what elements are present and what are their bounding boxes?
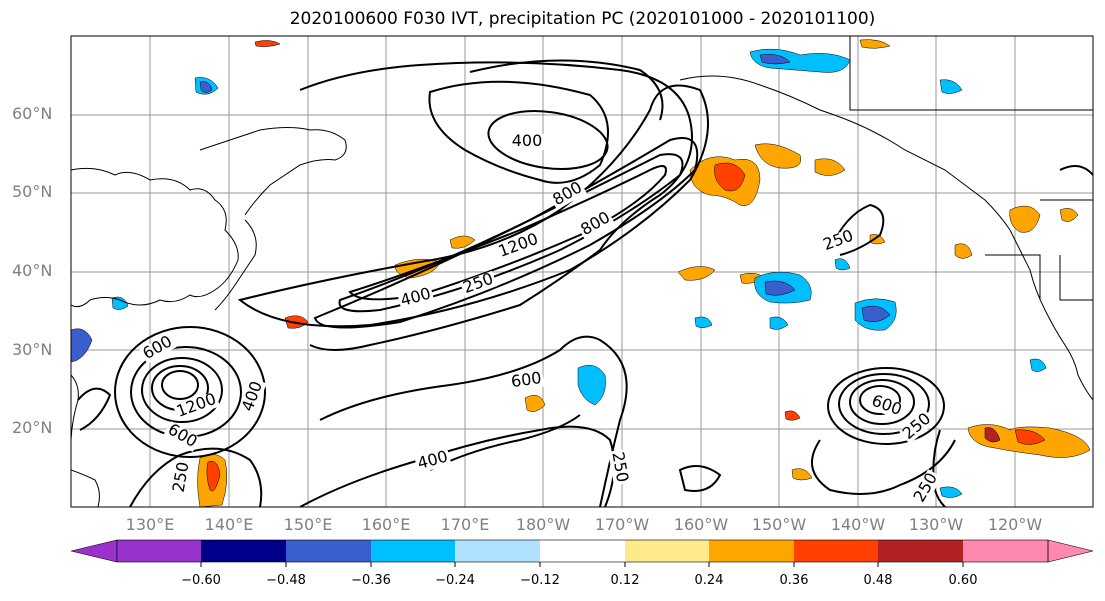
contour-label-background: [397, 286, 435, 311]
colorbar-swatch: [201, 540, 286, 562]
contour-label-background: [163, 421, 201, 452]
map-title: 2020100600 F030 IVT, precipitation PC (2…: [289, 9, 876, 29]
lon-label-180w: 180°W: [515, 515, 571, 534]
contour-label: 400: [512, 131, 543, 150]
contour-label-background: [510, 134, 544, 150]
colorbar-swatch: [709, 540, 794, 562]
colorbar-swatch: [794, 540, 878, 562]
lon-label-130e: 130°E: [125, 515, 175, 534]
colorbar-tick-label: 0.36: [779, 573, 809, 588]
colorbar-tick-label: 0.24: [694, 573, 724, 588]
colorbar-tick-label: −0.36: [351, 573, 391, 588]
colorbar-swatch: [878, 540, 963, 562]
colorbar-swatch: [455, 540, 540, 562]
contour-label-background: [459, 270, 498, 298]
lon-label-130w: 130°W: [908, 515, 964, 534]
colorbar-extend-low: [70, 539, 118, 563]
contour-label-background: [171, 459, 193, 496]
lat-label-40n: 40°N: [12, 261, 53, 280]
coastlines: [71, 36, 1093, 507]
colorbar-swatch: [371, 540, 455, 562]
precip-negative-areas: [71, 48, 1047, 498]
lon-label-170e: 170°E: [440, 515, 490, 534]
colorbar-frame: [116, 539, 1049, 563]
map-frame: [70, 35, 1094, 508]
lon-label-150w: 150°W: [751, 515, 807, 534]
colorbar-tick-label: −0.12: [520, 573, 560, 588]
colorbar: [70, 539, 1094, 567]
contour-label-background: [508, 370, 545, 392]
contour-label-background: [867, 392, 906, 420]
contour-label-background: [577, 209, 615, 240]
contour-label-background: [139, 333, 177, 364]
colorbar-tick-label: 0.48: [863, 573, 893, 588]
contour-label-background: [549, 179, 587, 210]
contour-label-background: [239, 377, 267, 416]
lon-label-140w: 140°W: [830, 515, 886, 534]
lon-label-160w: 160°W: [673, 515, 729, 534]
contour-label-background: [608, 449, 630, 486]
colorbar-tick-label: 0.60: [948, 573, 978, 588]
ivt-contours: [77, 59, 1093, 507]
lon-label-160e: 160°E: [361, 515, 411, 534]
colorbar-swatch: [117, 540, 201, 562]
contour-label-background: [414, 449, 452, 474]
lat-label-30n: 30°N: [12, 340, 53, 359]
lon-label-120w: 120°W: [987, 515, 1043, 534]
contour-label-background: [819, 227, 858, 255]
colorbar-tick-label: −0.24: [435, 573, 475, 588]
contour-label-background: [911, 469, 942, 507]
contour-label-background: [899, 409, 936, 444]
lat-label-20n: 20°N: [12, 418, 53, 437]
contour-label-background: [495, 231, 543, 262]
colorbar-tick-label: −0.60: [181, 573, 221, 588]
colorbar-tick-label: −0.48: [266, 573, 306, 588]
contour-label: 600: [510, 368, 543, 391]
contour-label-background: [173, 391, 221, 422]
lon-label-150e: 150°E: [283, 515, 333, 534]
precip-positive-areas: [197, 39, 1091, 507]
colorbar-swatch: [540, 540, 625, 562]
lat-label-50n: 50°N: [12, 182, 53, 201]
colorbar-extend-high: [1047, 539, 1094, 563]
colorbar-swatch: [625, 540, 709, 562]
lon-label-140e: 140°E: [204, 515, 254, 534]
colorbar-swatch: [963, 540, 1048, 562]
lat-label-60n: 60°N: [12, 104, 53, 123]
colorbar-swatch: [286, 540, 371, 562]
colorbar-tick-label: 0.12: [610, 573, 640, 588]
lon-label-170w: 170°W: [594, 515, 650, 534]
